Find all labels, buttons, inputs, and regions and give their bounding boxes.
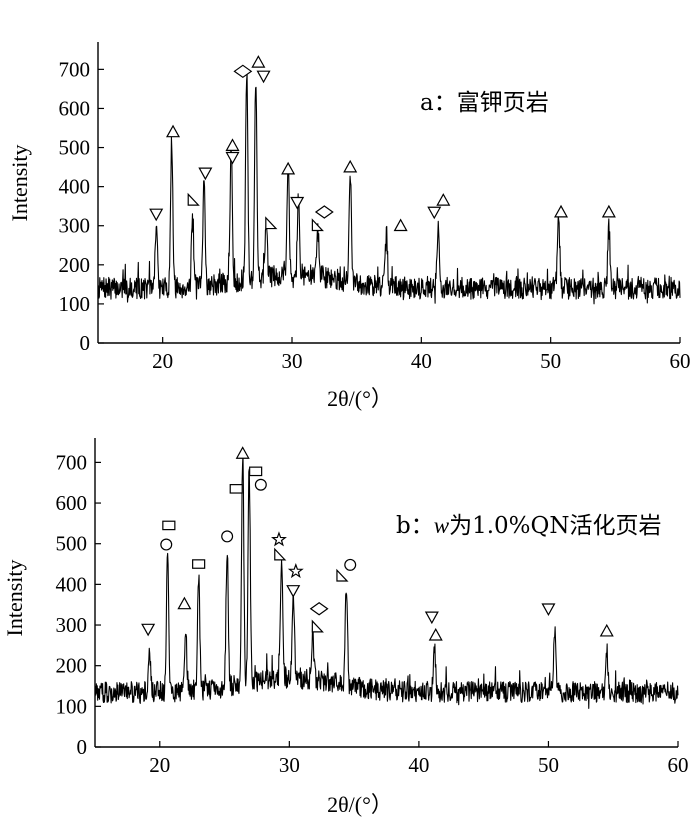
y-tick-label: 600 (59, 96, 91, 120)
triangle-up-marker (225, 138, 240, 151)
x-tick-label: 50 (538, 753, 559, 777)
y-tick-label: 0 (80, 331, 91, 355)
triangle-down-marker (424, 611, 439, 625)
triangle-right-marker (274, 547, 287, 561)
triangle-down-marker (427, 206, 442, 220)
axes-a: 0 100 200 300 400 500 600 700 20 30 40 50 60 (59, 42, 691, 373)
triangle-up-marker (428, 627, 443, 641)
chart-title-b: b：w为1.0%QN活化页岩 (396, 513, 662, 539)
triangle-down-marker (198, 167, 213, 181)
square-marker (192, 559, 206, 569)
x-tick-label: 30 (279, 753, 300, 777)
x-tick-label: 30 (282, 349, 303, 373)
triangle-right-marker (336, 568, 349, 582)
diffraction-pattern-line (94, 453, 679, 709)
triangle-up-marker (601, 204, 616, 218)
x-tick-label: 40 (408, 753, 429, 777)
star-marker (287, 562, 304, 579)
x-axis-label-a: 2θ/(°） (327, 386, 393, 411)
circle-marker (221, 530, 234, 543)
plot-area-a (97, 73, 681, 305)
y-axis-label-b: Intensity (2, 560, 27, 637)
x-axis-label-b: 2θ/(°） (327, 792, 393, 817)
star-marker (271, 531, 287, 547)
chart-title-b-rest: 为1.0%QN活化页岩 (449, 513, 661, 539)
axes-b: 0 100 200 300 400 500 600 700 20 30 40 50 60 (56, 438, 689, 777)
y-tick-label: 400 (59, 175, 91, 199)
phase-markers-b (141, 446, 614, 641)
phase-markers-a (149, 55, 616, 232)
circle-marker (344, 558, 357, 571)
y-tick-label: 400 (56, 572, 88, 596)
triangle-down-marker (290, 196, 305, 210)
square-marker (229, 484, 243, 494)
triangle-down-marker (149, 208, 164, 222)
circle-marker (254, 478, 267, 491)
diamond-marker (233, 64, 253, 79)
y-tick-label: 700 (59, 57, 91, 81)
y-tick-label: 200 (59, 253, 91, 277)
square-marker (162, 520, 176, 531)
y-tick-label: 500 (59, 136, 91, 160)
y-axis-label-a: Intensity (7, 145, 32, 222)
x-tick-label: 40 (411, 349, 432, 373)
triangle-up-marker (393, 218, 408, 232)
triangle-down-marker (541, 603, 556, 616)
triangle-right-marker (311, 619, 324, 633)
triangle-right-marker (187, 192, 200, 206)
diamond-marker (309, 602, 329, 616)
triangle-up-marker (177, 596, 192, 610)
circle-marker (160, 538, 173, 551)
triangle-down-marker (286, 585, 301, 598)
triangle-down-marker (141, 623, 156, 637)
chart-title-b-variable: w (434, 513, 450, 538)
x-tick-label: 60 (668, 753, 689, 777)
y-tick-label: 500 (56, 532, 88, 556)
x-tick-label: 60 (670, 349, 691, 373)
diffraction-pattern-line (97, 73, 681, 305)
plot-area-b (94, 453, 679, 709)
x-tick-label: 50 (540, 349, 561, 373)
triangle-right-marker (311, 218, 324, 232)
y-tick-label: 700 (56, 450, 88, 474)
triangle-up-marker (165, 124, 181, 138)
square-marker (249, 466, 263, 477)
triangle-up-marker (436, 193, 451, 206)
triangle-up-marker (235, 446, 250, 459)
diamond-marker (314, 205, 334, 219)
y-tick-label: 300 (59, 214, 91, 238)
x-tick-label: 20 (149, 753, 170, 777)
y-tick-label: 200 (56, 654, 88, 678)
triangle-up-marker (343, 159, 358, 173)
chart-panel-b: 0 100 200 300 400 500 600 700 20 30 40 50 60 b：w为1.0… (2, 438, 689, 817)
triangle-up-marker (251, 55, 266, 68)
chart-title-a: a：富钾页岩 (420, 90, 549, 116)
triangle-up-marker (553, 204, 569, 218)
y-tick-label: 100 (56, 694, 88, 718)
triangle-up-marker (281, 161, 296, 175)
y-tick-label: 0 (77, 735, 88, 759)
triangle-down-marker (256, 70, 271, 84)
chart-title-b-prefix: b： (396, 513, 434, 539)
y-tick-label: 100 (59, 292, 91, 316)
x-tick-label: 20 (152, 349, 173, 373)
y-tick-label: 300 (56, 613, 88, 637)
triangle-right-marker (265, 216, 278, 230)
triangle-down-marker (225, 151, 240, 165)
triangle-up-marker (599, 623, 614, 637)
y-tick-label: 600 (56, 491, 88, 515)
